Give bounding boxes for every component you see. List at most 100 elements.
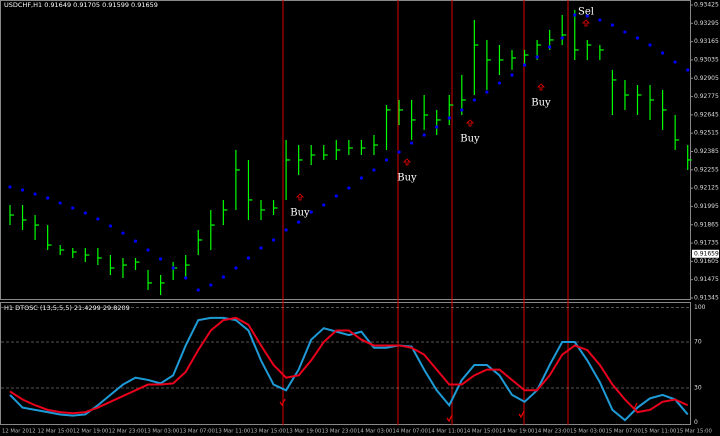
osc-line	[9, 316, 689, 422]
y-tick-label: 0.91735	[694, 240, 719, 247]
stop-dot	[435, 125, 439, 129]
stop-dot	[610, 23, 615, 27]
price-frame	[0, 0, 691, 300]
signal-arrow	[296, 193, 304, 201]
y-tick-label: 30	[694, 385, 702, 392]
osc-line	[9, 316, 689, 415]
stop-dot	[83, 211, 87, 215]
stop-dot	[397, 150, 401, 154]
stop-dot	[121, 231, 125, 235]
stop-dot	[271, 238, 276, 242]
y-tick-label: 0.92385	[694, 148, 719, 155]
stop-dot	[359, 176, 363, 180]
stop-dot	[648, 43, 652, 47]
y-tick-label: 0.92775	[694, 93, 719, 100]
x-tick-label: 13 Mar 03:00	[144, 429, 180, 435]
stop-dot	[20, 188, 25, 192]
x-tick-label: 14 Mar 07:00	[393, 429, 429, 435]
signal-label: Buy	[290, 208, 310, 219]
price-title: USDCHF,H1 0.91649 0.91705 0.91599 0.9165…	[4, 1, 158, 9]
x-tick-label: 14 Mar 11:00	[428, 429, 464, 435]
x-tick-label: 15 Mar 15:00	[677, 429, 713, 435]
y-tick-label: 0.91345	[694, 295, 719, 302]
x-tick-label: 13 Mar 23:00	[322, 429, 358, 435]
stop-dot	[96, 217, 100, 221]
stop-dot	[522, 63, 527, 67]
stop-dot	[422, 133, 426, 137]
stop-dot	[560, 36, 564, 40]
x-tick-label: 12 Mar 15:00	[38, 429, 74, 435]
stop-dot	[322, 203, 326, 207]
x-tick-label: 12 Mar 2012	[2, 429, 36, 435]
stop-dot	[472, 98, 476, 102]
stop-dot	[410, 141, 414, 145]
stop-dot	[661, 51, 665, 55]
y-tick-label: 0.92515	[694, 130, 719, 137]
stop-dot	[347, 186, 351, 190]
x-tick-label: 14 Mar 19:00	[499, 429, 535, 435]
x-tick-label: 12 Mar 23:00	[109, 429, 145, 435]
signal-label: Sel	[578, 7, 594, 18]
y-tick-label: 0.93165	[694, 38, 719, 45]
stop-dot	[686, 68, 690, 72]
x-tick-label: 12 Mar 19:00	[73, 429, 109, 435]
y-tick-label: 0.92125	[694, 185, 719, 192]
signal-label: Buy	[460, 134, 480, 145]
stop-dot	[497, 81, 502, 85]
osc-frame	[0, 302, 691, 425]
signal-arrow	[537, 83, 545, 91]
x-tick-label: 15 Mar 03:00	[570, 429, 606, 435]
signal-lines	[282, 0, 569, 425]
stop-dot	[234, 266, 238, 270]
x-tick-label: 14 Mar 15:00	[464, 429, 500, 435]
stop-dot	[71, 206, 75, 210]
stop-dot	[133, 239, 138, 243]
y-tick-label: 0.91475	[694, 276, 719, 283]
stop-dot	[171, 266, 175, 270]
y-tick-label: 0.92905	[694, 75, 719, 82]
price-label: 0.91659	[694, 250, 719, 257]
stop-dot	[108, 224, 112, 228]
stop-dot	[535, 55, 539, 59]
stop-dot	[598, 18, 602, 22]
x-tick-label: 13 Mar 19:00	[286, 429, 322, 435]
signal-label: Buy	[531, 98, 551, 109]
stop-dot	[510, 73, 514, 77]
signal-arrow	[466, 119, 474, 127]
stop-dot	[209, 283, 213, 287]
y-tick-label: 0.92645	[694, 111, 719, 118]
stop-dot	[372, 168, 376, 172]
x-tick-label: 14 Mar 23:00	[535, 429, 571, 435]
y-tick-label: 0.93295	[694, 20, 719, 27]
stop-dot	[159, 257, 163, 261]
x-tick-label: 13 Mar 15:00	[251, 429, 287, 435]
stop-dot	[221, 275, 225, 279]
y-tick-label: 0.91995	[694, 203, 719, 210]
x-tick-label: 14 Mar 03:00	[357, 429, 393, 435]
signal-arrow	[582, 19, 590, 27]
stop-dot	[184, 276, 188, 280]
stop-dot	[623, 30, 627, 34]
stop-dot	[297, 220, 301, 224]
stop-dot	[548, 45, 552, 49]
stop-dot	[46, 196, 50, 200]
y-tick-label: 0.92255	[694, 166, 719, 173]
x-tick-label: 13 Mar 11:00	[215, 429, 251, 435]
signal-label: Buy	[397, 173, 417, 184]
stop-dot	[146, 248, 150, 252]
stop-dot	[585, 14, 589, 18]
stop-dot	[460, 108, 464, 112]
signal-arrow	[403, 158, 411, 166]
x-tick-label: 13 Mar 07:00	[180, 429, 216, 435]
stop-dot	[259, 246, 263, 250]
stop-dot	[284, 228, 288, 232]
x-tick-label: 15 Mar 11:00	[641, 429, 677, 435]
y-tick-label: 0.91605	[694, 258, 719, 265]
stop-dot	[33, 192, 37, 196]
stop-dot	[447, 116, 451, 120]
stop-dot	[196, 288, 200, 292]
stop-dot	[635, 36, 640, 40]
y-tick-label: 0.93035	[694, 56, 719, 63]
